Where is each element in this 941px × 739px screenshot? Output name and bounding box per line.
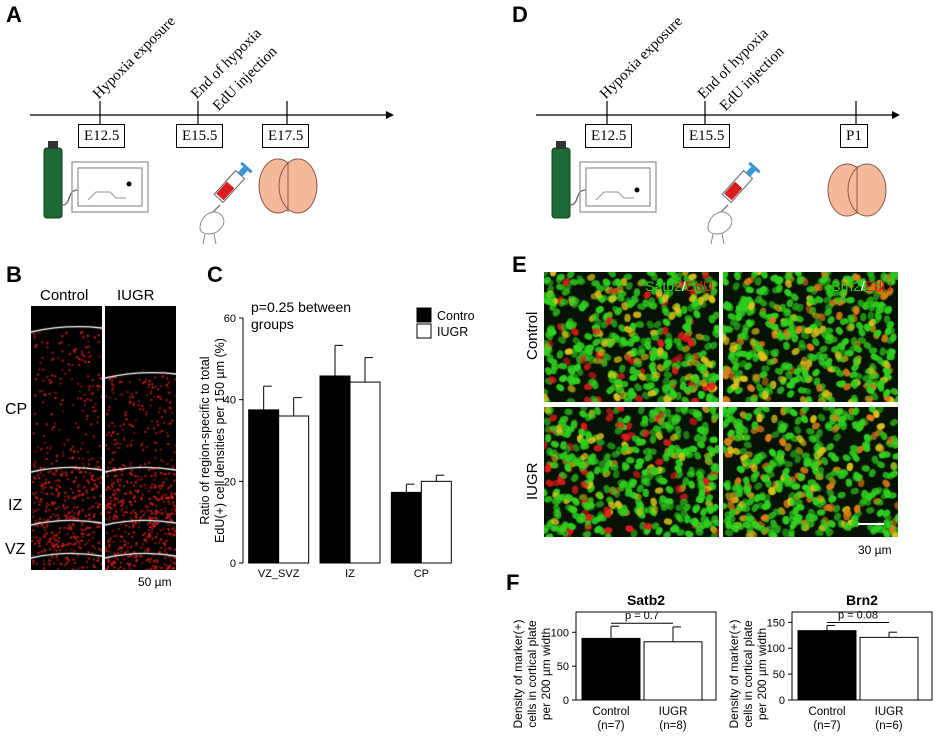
- stain-separator: /: [860, 278, 865, 294]
- syringe-injection-icon: [199, 161, 253, 245]
- bar-iugr-cp: [420, 480, 452, 564]
- panel-letter-f: F: [506, 570, 520, 595]
- gas-cylinder-icon: [43, 141, 79, 219]
- stain-marker-satb2: Satb2: [645, 278, 682, 294]
- row-label-control: Control: [524, 311, 541, 360]
- stain-edu: EdU: [685, 278, 713, 294]
- y-tick-label: 50: [773, 669, 785, 681]
- panel-a-timeline: [30, 101, 394, 245]
- y-axis-label-line2: cells in cortical plate: [741, 620, 755, 728]
- y-axis-label-line1: Ratio of region-specific to total: [198, 356, 212, 524]
- x-tick-label: CP: [414, 568, 429, 580]
- y-axis-label-line3: per 200 µm width: [539, 628, 553, 720]
- bar-iugr-vz_svz: [278, 415, 310, 564]
- y-tick-label: 0: [563, 695, 569, 707]
- timepoint-p1: P1: [840, 124, 868, 148]
- bar-control-cp: [390, 491, 422, 564]
- micrograph-e-iugr-satb2: [544, 407, 719, 537]
- y-tick-label: 0: [779, 695, 785, 707]
- bar-control-iz: [319, 375, 351, 564]
- row-label-iugr: IUGR: [524, 462, 541, 501]
- scale-bar-label: 50 µm: [138, 575, 172, 589]
- gas-cylinder-icon: [551, 141, 587, 219]
- y-axis-label-line3: per 200 µm width: [755, 628, 769, 720]
- hypoxia-chamber-icon: [579, 161, 657, 213]
- panel-letter-a: A: [6, 2, 22, 27]
- legend-swatch-control: [416, 307, 432, 323]
- legend-swatch-iugr: [416, 323, 432, 339]
- x-tick-n: (n=7): [597, 720, 624, 732]
- column-label-control: Control: [40, 287, 89, 304]
- legend-label-control: Control: [437, 309, 475, 323]
- panel-letter-e: E: [512, 252, 527, 277]
- timepoint-e12-5: E12.5: [78, 124, 126, 148]
- bar-iugr: [859, 636, 919, 701]
- x-tick-label: IUGR: [875, 706, 904, 718]
- micrograph-e-control-satb2: Satb2/EdU: [544, 272, 719, 402]
- panel-letter-d: D: [512, 2, 528, 27]
- chart-f-satb2: 0 50 100 Satb2 Density of marker(+) cells in …: [511, 592, 717, 732]
- panel-letter-c: C: [207, 262, 223, 287]
- micrograph-e-iugr-brn2: [723, 407, 898, 537]
- column-label-iugr: IUGR: [117, 287, 155, 304]
- x-tick-n: (n=6): [875, 720, 902, 732]
- bar-iugr-iz: [349, 381, 381, 564]
- scale-bar-label: 30 µm: [858, 543, 892, 557]
- y-tick-label: 100: [767, 643, 785, 655]
- region-label-vz: VZ: [5, 541, 26, 558]
- p-value-annotation: p = 0.7: [625, 610, 659, 622]
- y-axis-label-line1: Density of marker(+): [727, 619, 741, 728]
- y-tick-label: 50: [557, 661, 569, 673]
- brain-icon: [258, 158, 318, 214]
- y-tick-label: 0: [230, 558, 236, 570]
- timepoint-e15-5: E15.5: [683, 124, 731, 148]
- hypoxia-chamber-icon: [71, 161, 149, 213]
- micrograph-b-iugr: [105, 306, 176, 570]
- bar-iugr: [643, 641, 703, 701]
- micrograph-b-control: [31, 306, 102, 570]
- y-axis-label-line2: EdU(+) cell densities per 150 µm (%): [213, 338, 227, 543]
- y-tick-label: 60: [224, 313, 236, 325]
- x-tick-label: IZ: [345, 568, 355, 580]
- bar-control-vz_svz: [248, 409, 280, 564]
- timepoint-e12-5: E12.5: [585, 124, 633, 148]
- chart-title: Satb2: [627, 592, 665, 608]
- panel-d-timeline: [536, 101, 900, 245]
- y-axis-label-line1: Density of marker(+): [511, 619, 525, 728]
- y-tick-label: 40: [224, 395, 236, 407]
- region-label-cp: CP: [5, 401, 28, 418]
- stain-separator: /: [681, 278, 686, 294]
- micrograph-e-control-brn2: Brn2/EdU: [723, 272, 898, 402]
- x-tick-label: IUGR: [659, 706, 688, 718]
- stain-edu: EdU: [864, 278, 892, 294]
- panel-letter-b: B: [6, 262, 22, 287]
- x-tick-label: VZ_SVZ: [258, 568, 300, 580]
- p-value-annotation: p = 0.08: [838, 609, 878, 621]
- x-tick-label: Control: [808, 706, 845, 718]
- timepoint-e17-5: E17.5: [262, 124, 310, 148]
- legend-label-iugr: IUGR: [437, 325, 468, 339]
- stain-marker-brn2: Brn2: [831, 278, 861, 294]
- y-tick-label: 150: [767, 617, 785, 629]
- y-tick-label: 20: [224, 476, 236, 488]
- chart-f-brn2: 0 50 100 150 Brn2 Density of marker(+) cells i…: [727, 592, 933, 732]
- chart-title: Brn2: [846, 592, 878, 608]
- x-tick-n: (n=8): [659, 720, 686, 732]
- brain-icon: [827, 163, 887, 217]
- annotation-line2: groups: [251, 316, 294, 332]
- y-tick-label: 100: [551, 627, 569, 639]
- bar-control: [797, 630, 857, 701]
- chart-c: 0 20 40 60 Ratio of region-specific to total…: [198, 299, 475, 580]
- timepoint-e15-5: E15.5: [176, 124, 224, 148]
- syringe-injection-icon: [707, 161, 761, 245]
- region-label-iz: IZ: [8, 497, 23, 514]
- bar-control: [581, 637, 641, 701]
- x-tick-label: Control: [592, 706, 629, 718]
- y-axis-label-line2: cells in cortical plate: [525, 620, 539, 728]
- annotation-line1: p=0.25 between: [251, 299, 351, 315]
- x-tick-n: (n=7): [813, 720, 840, 732]
